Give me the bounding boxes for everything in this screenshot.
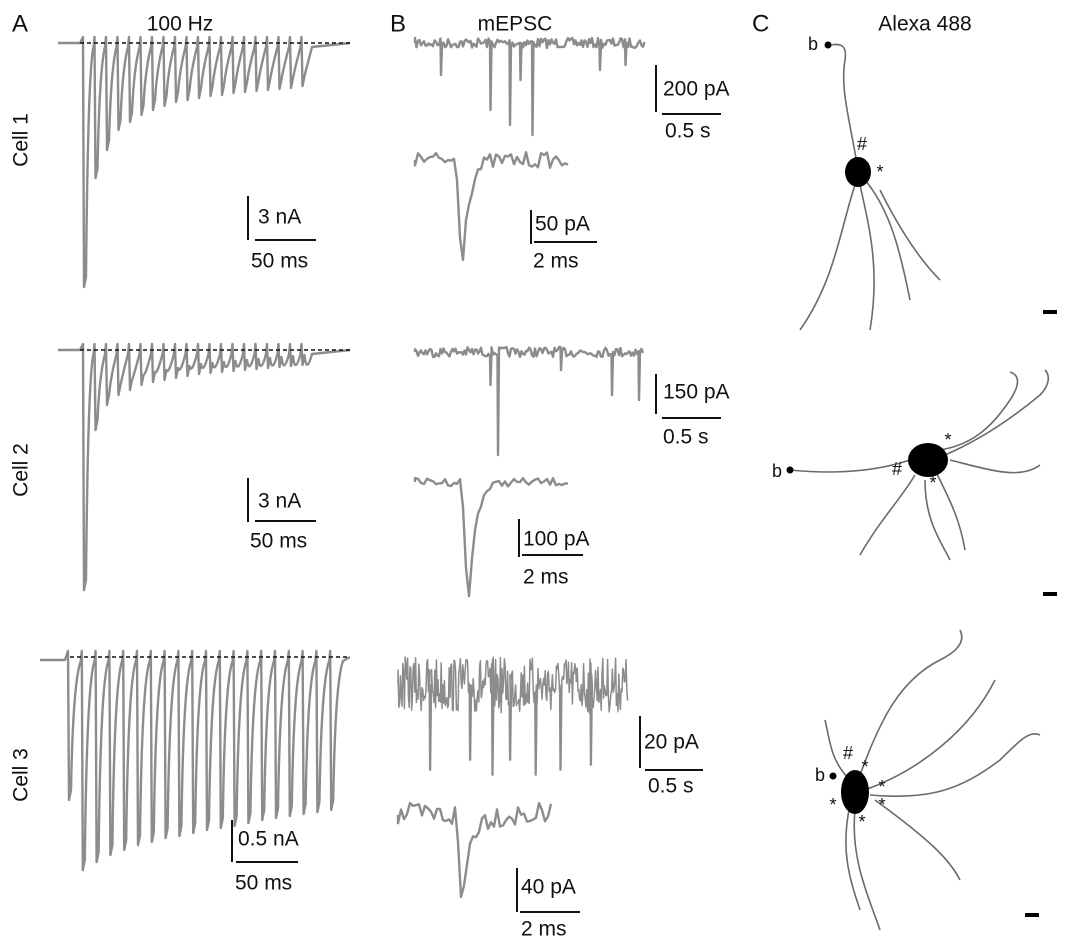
current-trace bbox=[58, 342, 351, 592]
mepsc-trace bbox=[413, 36, 646, 137]
scale-label: 50 ms bbox=[251, 250, 308, 273]
dendrite bbox=[799, 184, 856, 331]
traces bbox=[40, 35, 721, 913]
cell-annotation: # bbox=[892, 459, 902, 479]
mepsc-trace bbox=[413, 345, 645, 457]
scale-bar bbox=[1043, 310, 1057, 314]
scale-label: 0.5 s bbox=[648, 775, 694, 798]
scale-label: 2 ms bbox=[523, 566, 569, 589]
scale-label: 2 ms bbox=[533, 250, 579, 273]
row-label: Cell 1 bbox=[10, 113, 33, 167]
scale-label: 0.5 s bbox=[663, 426, 709, 449]
scale-label: 50 ms bbox=[235, 872, 292, 895]
dendrite bbox=[879, 189, 941, 281]
scale-label: 200 pA bbox=[663, 78, 730, 101]
soma bbox=[845, 157, 871, 187]
cell-annotation: # bbox=[843, 743, 853, 763]
dendrite bbox=[853, 809, 881, 931]
cell-annotation: * bbox=[878, 795, 885, 815]
mepsc-trace bbox=[397, 656, 629, 776]
mepsc-inset bbox=[413, 476, 569, 598]
cell-annotation: * bbox=[876, 162, 883, 182]
mepsc-inset bbox=[413, 151, 569, 262]
scale-bar bbox=[1025, 913, 1039, 917]
dendrite bbox=[789, 459, 911, 473]
neuron-images bbox=[786, 41, 1057, 931]
scale-label: 40 pA bbox=[521, 876, 576, 899]
scale-label: 50 pA bbox=[535, 213, 590, 236]
bouton bbox=[824, 41, 832, 49]
row-label: Cell 3 bbox=[10, 748, 33, 802]
dendrite bbox=[924, 479, 951, 561]
panel-letter: A bbox=[12, 10, 28, 37]
dendrite bbox=[859, 629, 963, 776]
cell-annotation: * bbox=[944, 430, 951, 450]
scale-label: 3 nA bbox=[258, 490, 301, 513]
panel-title: mEPSC bbox=[478, 13, 553, 36]
cell-annotation: * bbox=[878, 777, 885, 797]
soma bbox=[908, 443, 948, 477]
dendrite bbox=[874, 799, 961, 881]
cell-annotation: b bbox=[772, 461, 782, 481]
scale-label: 3 nA bbox=[258, 206, 301, 229]
panel-title: 100 Hz bbox=[147, 13, 214, 36]
current-trace bbox=[58, 35, 351, 289]
dendrite bbox=[845, 804, 861, 911]
cell-annotation: * bbox=[858, 812, 865, 832]
cell-annotation: b bbox=[815, 765, 825, 785]
cell-annotation: b bbox=[808, 34, 818, 54]
scale-label: 100 pA bbox=[523, 528, 590, 551]
dendrite bbox=[944, 369, 1050, 456]
dendrite bbox=[824, 719, 851, 781]
soma bbox=[841, 770, 869, 814]
cell-annotation: * bbox=[929, 473, 936, 493]
cell-annotation: * bbox=[861, 757, 868, 777]
scale-label: 0.5 nA bbox=[238, 828, 299, 851]
dendrite bbox=[939, 371, 1019, 451]
panel-letter: B bbox=[390, 10, 406, 37]
current-trace bbox=[40, 649, 351, 872]
dendrite bbox=[864, 179, 911, 301]
dendrite bbox=[869, 733, 1041, 798]
dendrite bbox=[859, 474, 916, 556]
cell-annotation: * bbox=[829, 795, 836, 815]
dendrite bbox=[864, 679, 996, 791]
scale-label: 150 pA bbox=[663, 381, 730, 404]
dendrite bbox=[827, 43, 859, 171]
dendrite bbox=[949, 459, 1041, 474]
bouton bbox=[786, 466, 794, 474]
scale-bar bbox=[1043, 592, 1057, 596]
cell-annotation: # bbox=[857, 134, 867, 154]
scale-label: 20 pA bbox=[644, 731, 699, 754]
dendrite bbox=[859, 184, 875, 331]
scale-label: 0.5 s bbox=[665, 120, 711, 143]
mepsc-inset bbox=[396, 801, 553, 899]
scale-label: 50 ms bbox=[250, 530, 307, 553]
row-label: Cell 2 bbox=[10, 443, 33, 497]
dendrite bbox=[934, 469, 966, 551]
bouton bbox=[829, 772, 837, 780]
panel-title: Alexa 488 bbox=[878, 13, 971, 36]
scale-label: 2 ms bbox=[521, 918, 567, 940]
panel-letter: C bbox=[752, 10, 769, 37]
